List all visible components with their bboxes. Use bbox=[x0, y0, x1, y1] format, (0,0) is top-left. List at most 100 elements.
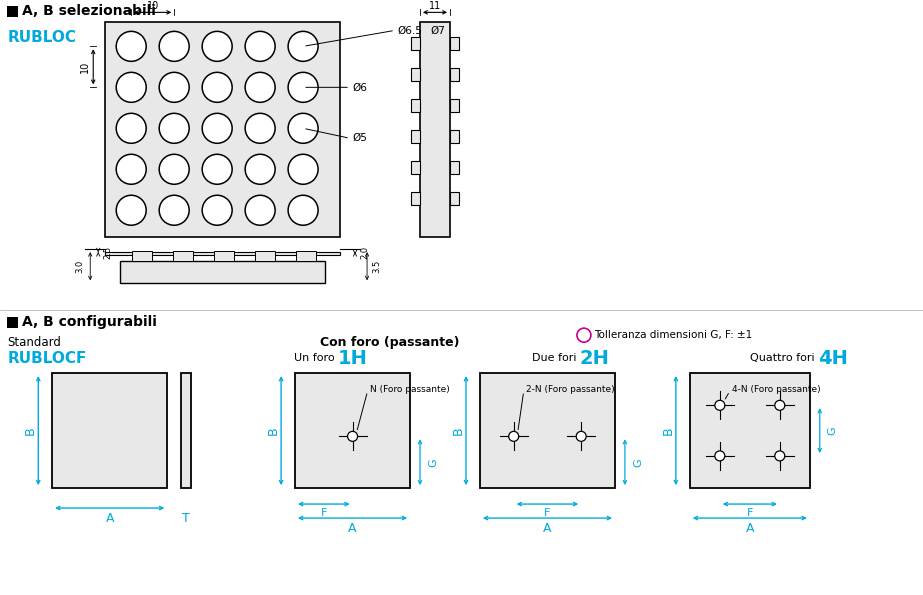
Circle shape bbox=[288, 113, 318, 143]
Circle shape bbox=[576, 431, 586, 441]
Bar bbox=[689, 373, 809, 488]
Bar bbox=[420, 23, 450, 237]
Text: Due fori: Due fori bbox=[533, 353, 577, 363]
Text: G: G bbox=[633, 458, 643, 466]
Circle shape bbox=[288, 154, 318, 184]
Text: A, B selezionabili: A, B selezionabili bbox=[22, 4, 156, 18]
Circle shape bbox=[509, 431, 519, 441]
Text: B: B bbox=[662, 426, 675, 435]
Circle shape bbox=[159, 113, 189, 143]
Text: 10: 10 bbox=[147, 1, 159, 11]
Bar bbox=[132, 251, 152, 261]
Circle shape bbox=[246, 32, 275, 61]
Text: 11: 11 bbox=[429, 1, 441, 11]
Bar bbox=[450, 192, 459, 205]
Text: Con foro (passante): Con foro (passante) bbox=[320, 336, 460, 349]
Circle shape bbox=[714, 451, 725, 461]
Text: G: G bbox=[828, 426, 838, 435]
Bar bbox=[411, 192, 420, 205]
Bar bbox=[480, 373, 615, 488]
Text: A: A bbox=[746, 522, 754, 534]
Text: 2H: 2H bbox=[580, 349, 610, 368]
Text: 2.0: 2.0 bbox=[361, 246, 369, 259]
Bar bbox=[450, 68, 459, 81]
Text: Ø6.5: Ø6.5 bbox=[397, 26, 422, 35]
Text: 4H: 4H bbox=[818, 349, 847, 368]
Bar bbox=[295, 373, 410, 488]
Circle shape bbox=[202, 195, 233, 226]
Text: RUBLOCF: RUBLOCF bbox=[7, 350, 87, 366]
Circle shape bbox=[288, 32, 318, 61]
Text: Quattro fori: Quattro fori bbox=[750, 353, 815, 363]
Circle shape bbox=[714, 400, 725, 411]
Circle shape bbox=[159, 73, 189, 102]
Bar bbox=[450, 130, 459, 143]
Circle shape bbox=[246, 73, 275, 102]
Text: N (Foro passante): N (Foro passante) bbox=[369, 384, 450, 394]
Bar bbox=[120, 261, 325, 283]
Bar bbox=[411, 68, 420, 81]
Circle shape bbox=[202, 113, 233, 143]
Text: A: A bbox=[544, 522, 552, 534]
Text: A: A bbox=[105, 512, 114, 525]
Text: 3.5: 3.5 bbox=[373, 259, 381, 273]
Circle shape bbox=[202, 32, 233, 61]
Text: B: B bbox=[267, 426, 280, 435]
Bar bbox=[7, 317, 18, 328]
Circle shape bbox=[246, 113, 275, 143]
Bar bbox=[411, 99, 420, 112]
Circle shape bbox=[116, 73, 146, 102]
Bar bbox=[411, 37, 420, 51]
Circle shape bbox=[246, 154, 275, 184]
Circle shape bbox=[288, 73, 318, 102]
Text: T: T bbox=[183, 512, 190, 525]
Text: A: A bbox=[348, 522, 357, 534]
Bar bbox=[181, 373, 191, 488]
Bar bbox=[255, 251, 275, 261]
Text: RUBLOC: RUBLOC bbox=[7, 30, 77, 45]
Circle shape bbox=[774, 400, 785, 411]
Text: 4-N (Foro passante): 4-N (Foro passante) bbox=[732, 384, 821, 394]
Text: 2-N (Foro passante): 2-N (Foro passante) bbox=[526, 384, 615, 394]
Circle shape bbox=[202, 154, 233, 184]
Circle shape bbox=[246, 195, 275, 226]
Circle shape bbox=[288, 195, 318, 226]
Bar bbox=[450, 37, 459, 51]
Circle shape bbox=[116, 195, 146, 226]
Bar bbox=[450, 99, 459, 112]
Bar bbox=[174, 251, 193, 261]
Bar bbox=[105, 252, 340, 255]
Text: Ø7: Ø7 bbox=[430, 26, 445, 35]
Text: 2.5: 2.5 bbox=[103, 246, 113, 259]
Circle shape bbox=[159, 154, 189, 184]
Circle shape bbox=[159, 32, 189, 61]
Circle shape bbox=[577, 328, 591, 342]
Circle shape bbox=[116, 154, 146, 184]
Text: 3.0: 3.0 bbox=[76, 259, 85, 273]
Bar bbox=[105, 23, 340, 237]
Bar bbox=[214, 251, 234, 261]
Circle shape bbox=[774, 451, 785, 461]
Circle shape bbox=[202, 73, 233, 102]
Text: 1H: 1H bbox=[338, 349, 368, 368]
Text: 10: 10 bbox=[80, 61, 90, 73]
Bar bbox=[411, 130, 420, 143]
Text: F: F bbox=[320, 508, 327, 518]
Text: B: B bbox=[24, 426, 37, 435]
Bar bbox=[296, 251, 316, 261]
Text: Ø6: Ø6 bbox=[352, 82, 367, 92]
Text: F: F bbox=[545, 508, 551, 518]
Text: Standard: Standard bbox=[7, 336, 61, 349]
Bar bbox=[450, 161, 459, 174]
Circle shape bbox=[159, 195, 189, 226]
Circle shape bbox=[116, 32, 146, 61]
Text: Un foro: Un foro bbox=[294, 353, 335, 363]
Text: A, B configurabili: A, B configurabili bbox=[22, 315, 157, 329]
Bar bbox=[7, 7, 18, 17]
Circle shape bbox=[116, 113, 146, 143]
Text: F: F bbox=[747, 508, 753, 518]
Text: Ø5: Ø5 bbox=[352, 133, 367, 143]
Text: B: B bbox=[451, 426, 464, 435]
Circle shape bbox=[348, 431, 357, 441]
Bar bbox=[53, 373, 167, 488]
